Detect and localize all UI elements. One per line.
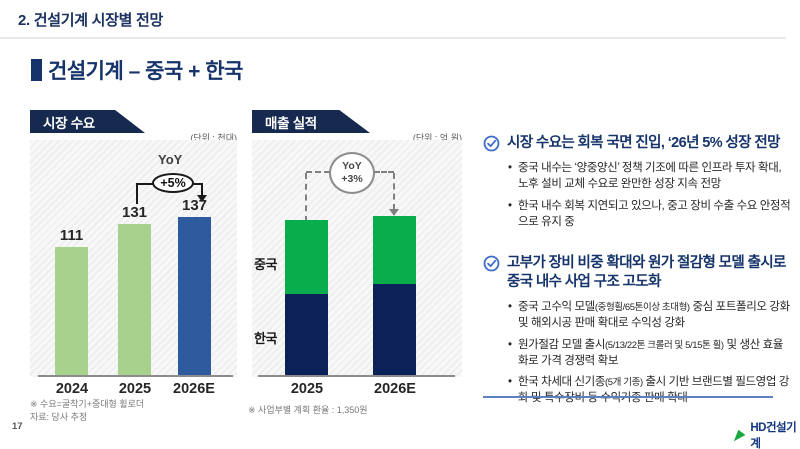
yoy-dashed-line — [305, 173, 307, 222]
bar-value-label: 131 — [121, 204, 148, 221]
demand-yoy-badge: +5% — [152, 173, 194, 193]
list-item: • 한국 차세대 신기종(5개 기종) 출시 기반 브랜드별 필드영업 강화 및… — [508, 374, 791, 407]
section-title: 건설기계 – 중국 + 한국 — [48, 60, 243, 83]
yoy-dashed-line — [393, 173, 395, 210]
x-tick-label: 2024 — [55, 381, 89, 397]
bullet-text: 및 생산 효율화로 가격 경쟁력 확보 — [518, 338, 783, 367]
sales-bar-2025 — [285, 220, 328, 375]
list-item: • 중국 고수익 모델(중형휠/65톤이상 초대형) 중심 포트폴리오 강화 및… — [508, 299, 791, 332]
bullet-list: • 중국 고수익 모델(중형휠/65톤이상 초대형) 중심 포트폴리오 강화 및… — [508, 299, 791, 407]
x-axis-line — [38, 375, 233, 377]
title-bullet-block — [31, 59, 42, 81]
bullet-text: 중심 포트폴리오 강화 및 해외시공 판매 확대로 수익성 강화 — [518, 300, 790, 330]
bullet-dot: • — [508, 376, 512, 389]
x-tick-label: 2026E — [173, 381, 215, 397]
commentary-panel: 시장 수요는 회복 국면 진입, ‘26년 5% 성장 전망 • 중국 내수는 … — [483, 134, 791, 431]
bar-value-label: 137 — [181, 197, 208, 214]
commentary-section-2: 고부가 장비 비중 확대와 원가 절감형 모델 출시로 중국 내수 사업 구조 … — [483, 254, 791, 407]
sales-footnote: ※ 사업부별 계획 환율 : 1,350원 — [248, 405, 368, 415]
x-tick-label: 2026E — [374, 381, 416, 397]
x-axis-line — [258, 375, 455, 377]
yoy-bracket-line — [201, 183, 203, 195]
sales-yoy-badge: YoY +3% — [329, 152, 375, 194]
section-heading: 시장 수요는 회복 국면 진입, ‘26년 5% 성장 전망 — [507, 135, 780, 151]
bullet-text: 원가절감 모델 출시 — [518, 338, 606, 351]
series-label-korea: 한국 — [254, 331, 277, 346]
yoy-arrow-icon — [389, 209, 399, 216]
bullet-text: 중국 내수는 ‘양중양신’ 정책 기조에 따른 인프라 투자 확대, 노후 설비… — [518, 161, 782, 191]
demand-bar-2025: 131 — [118, 204, 151, 375]
yoy-dashed-line — [306, 171, 330, 173]
bullet-dot: • — [508, 161, 512, 174]
yoy-arrow-icon — [197, 195, 207, 202]
section-heading-row: 고부가 장비 비중 확대와 원가 절감형 모델 출시로 중국 내수 사업 구조 … — [483, 254, 791, 292]
demand-plot-area: YoY +5% 111 131 137 — [30, 140, 237, 377]
bullet-dot: • — [508, 199, 512, 212]
demand-unit-label: (단위 : 천대) — [190, 133, 237, 143]
series-label-china: 중국 — [254, 257, 277, 272]
x-tick-label: 2025 — [118, 381, 152, 397]
bullet-text-small: (5개 기종) — [605, 377, 643, 389]
demand-chart-title-banner: 시장 수요 — [30, 110, 145, 133]
header-divider — [0, 37, 786, 39]
segment-korea — [373, 284, 416, 375]
bar-value-label: 111 — [59, 227, 84, 244]
footnote-line: ※ 수요=굴착기+중대형 휠로더 — [30, 399, 145, 409]
check-circle-icon — [483, 135, 500, 152]
bullet-text-small: (5/13/22톤 크롤러 및 5/15톤 휠) — [605, 339, 724, 351]
bullet-list: • 중국 내수는 ‘양중양신’ 정책 기조에 따른 인프라 투자 확대, 노후 … — [508, 160, 791, 230]
bullet-dot: • — [508, 338, 512, 351]
list-item: • 한국 내수 회복 지연되고 있으나, 중고 장비 수출 수요 안정적으로 유… — [508, 198, 791, 231]
bullet-text: 한국 내수 회복 지연되고 있으나, 중고 장비 수출 수요 안정적으로 유지 … — [518, 199, 791, 228]
bullet-dot: • — [508, 300, 512, 313]
demand-chart-title: 시장 수요 — [43, 115, 95, 131]
sales-chart-title: 매출 실적 — [265, 115, 317, 131]
list-item: • 중국 내수는 ‘양중양신’ 정책 기조에 따른 인프라 투자 확대, 노후 … — [508, 160, 791, 193]
bullet-text: 출시 기반 브랜드별 필드영업 강화 및 특수장비 등 수익기종 판매 확대 — [518, 376, 790, 405]
hd-logo: HD건설기계 — [733, 419, 800, 449]
commentary-section-1: 시장 수요는 회복 국면 진입, ‘26년 5% 성장 전망 • 중국 내수는 … — [483, 134, 791, 230]
x-tick-label: 2025 — [290, 381, 324, 397]
page-title: 2. 건설기계 시장별 전망 — [18, 12, 164, 29]
demand-bar-2024: 111 — [55, 227, 88, 375]
check-circle-icon — [483, 255, 500, 272]
panel-bottom-divider — [483, 396, 773, 398]
bar — [178, 217, 211, 375]
list-item: • 원가절감 모델 출시(5/13/22톤 크롤러 및 5/15톤 휠) 및 생… — [508, 337, 791, 370]
yoy-value: +3% — [341, 173, 363, 185]
segment-china — [373, 216, 416, 284]
hd-logo-icon — [733, 429, 746, 441]
page-number: 17 — [12, 421, 23, 432]
sales-unit-label: (단위 : 억 원) — [412, 133, 462, 143]
sales-chart-title-banner: 매출 실적 — [252, 110, 370, 133]
demand-yoy-label: YoY — [158, 152, 183, 167]
yoy-bracket-line — [192, 183, 203, 185]
segment-china — [285, 220, 328, 294]
sales-plot-area: YoY +3% 중국 한국 — [252, 140, 462, 377]
bullet-text-small: (중형휠/65톤이상 초대형) — [594, 301, 690, 313]
bar — [55, 247, 88, 375]
bar — [118, 224, 151, 375]
bullet-text: 중국 고수익 모델 — [518, 300, 595, 313]
section-heading: 고부가 장비 비중 확대와 원가 절감형 모델 출시로 중국 내수 사업 구조 … — [507, 255, 786, 290]
bullet-text: 한국 차세대 신기종 — [518, 376, 606, 389]
sales-bar-2026e — [373, 216, 416, 375]
hd-logo-text: HD건설기계 — [750, 422, 797, 449]
yoy-bracket-line — [136, 183, 138, 204]
footnote-line: 자료: 당사 추정 — [30, 412, 88, 423]
yoy-bracket-line — [136, 183, 154, 185]
section-heading-row: 시장 수요는 회복 국면 진입, ‘26년 5% 성장 전망 — [483, 134, 791, 153]
demand-footnote: ※ 수요=굴착기+중대형 휠로더 자료: 당사 추정 — [30, 398, 144, 424]
segment-korea — [285, 294, 328, 375]
demand-bar-2026e: 137 — [178, 197, 211, 375]
yoy-dashed-line — [374, 171, 394, 173]
yoy-label: YoY — [342, 159, 362, 172]
